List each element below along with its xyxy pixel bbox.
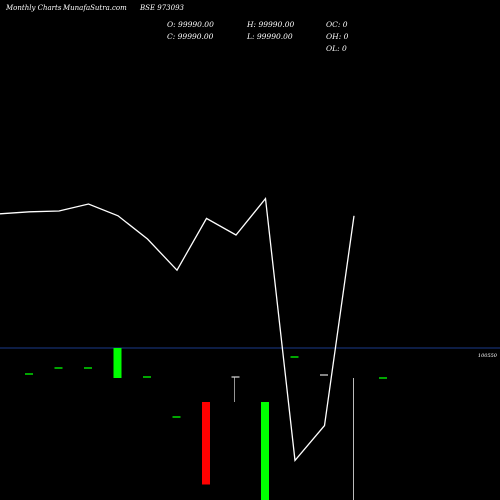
- chart-period-label: Monthly Charts: [6, 4, 62, 12]
- chart-symbol-label: BSE 973093: [140, 4, 184, 12]
- ohlc-oh: OH: 0: [326, 32, 349, 41]
- volume-bar: [113, 348, 122, 378]
- ohlc-oc: OC: 0: [326, 20, 348, 29]
- chart-source-label: MunafaSutra.com: [63, 4, 127, 12]
- price-series-line: [0, 196, 355, 462]
- ohlc-close: C: 99990.00: [167, 32, 214, 41]
- volume-bar: [261, 402, 269, 500]
- volume-bar: [202, 402, 210, 485]
- ohlc-open: O: 99990.00: [167, 20, 214, 29]
- ohlc-ol: OL: 0: [326, 44, 347, 53]
- ohlc-low: L: 99990.00: [247, 32, 293, 41]
- ohlc-high: H: 99990.00: [247, 20, 295, 29]
- volume-reference-label: 100550: [478, 353, 498, 359]
